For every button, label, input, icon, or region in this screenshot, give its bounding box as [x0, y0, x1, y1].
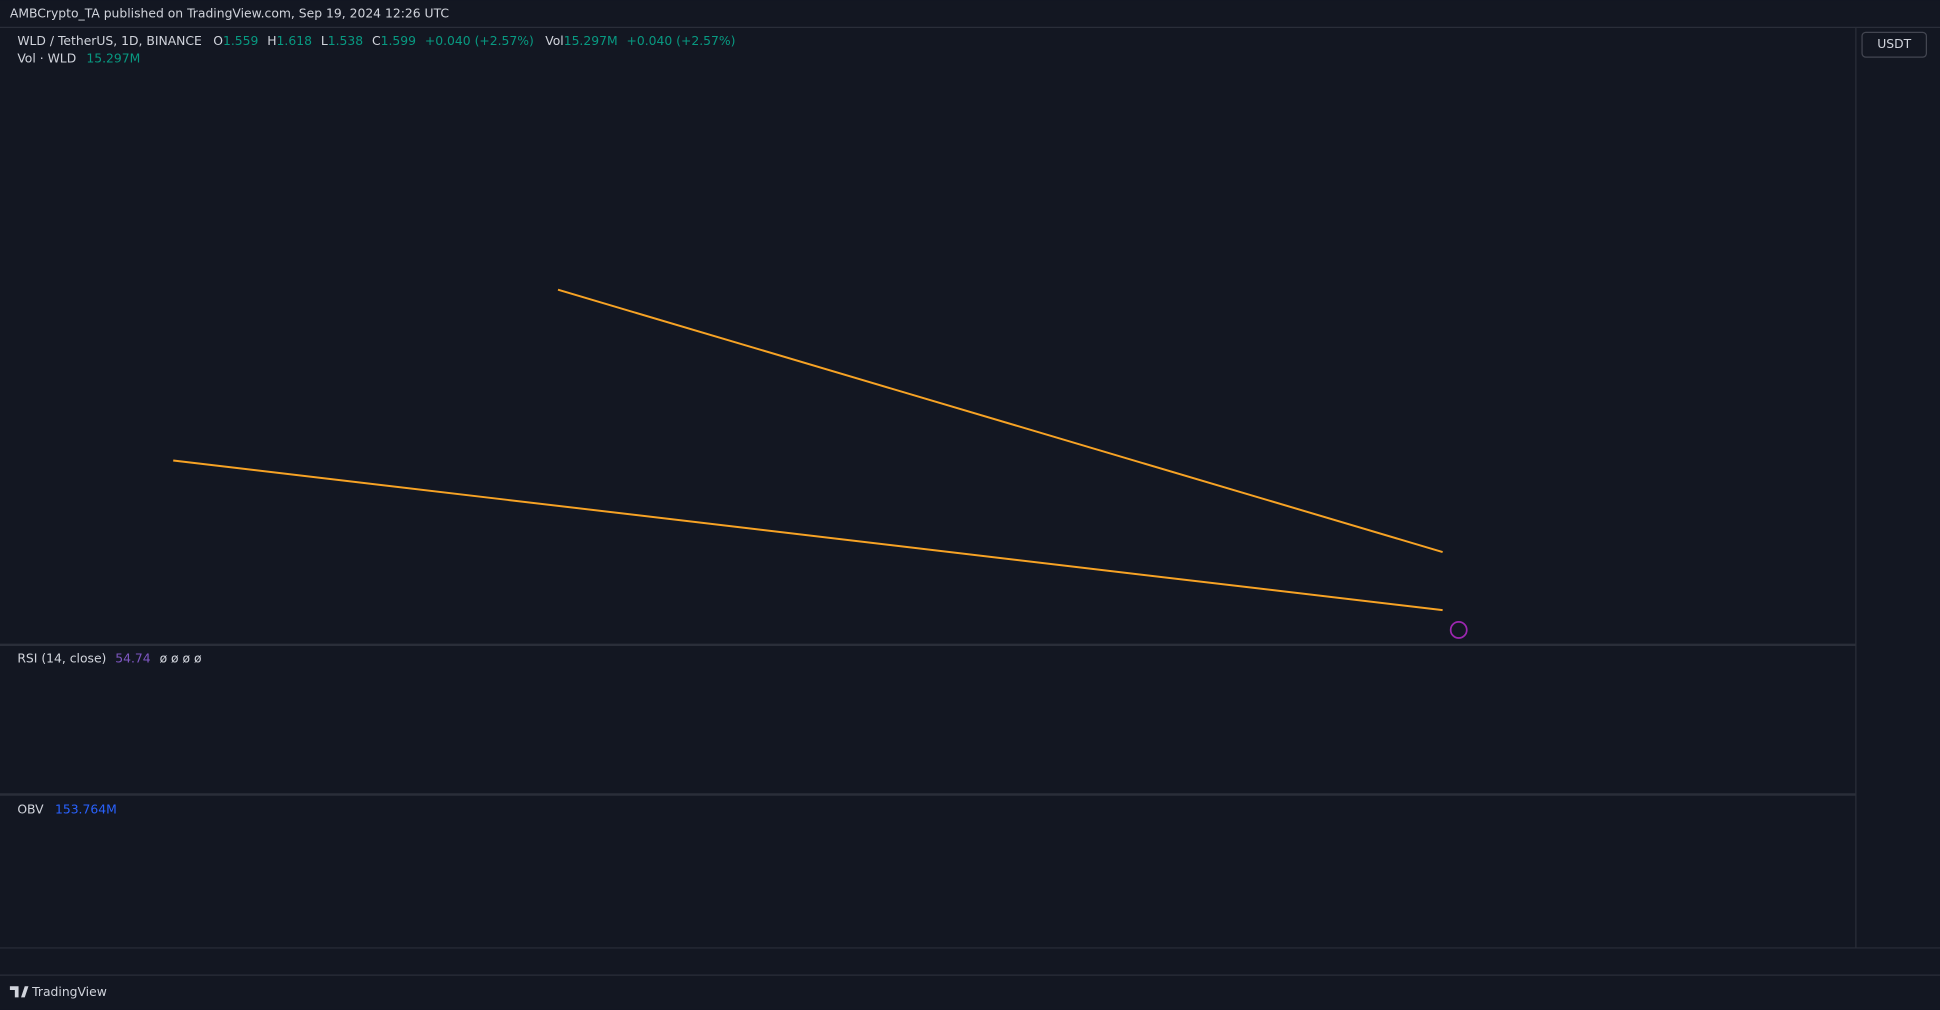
lower-trendline: [173, 459, 1443, 612]
brand[interactable]: TradingView: [31, 985, 107, 999]
rsi-title: RSI (14, close): [17, 651, 106, 665]
change: +0.040 (+2.57%): [425, 34, 534, 48]
o-value: 1.559: [223, 34, 258, 48]
rsi-last: 54.74: [115, 651, 151, 665]
legend: WLD / TetherUS, 1D, BINANCE O1.559 H1.61…: [17, 34, 735, 48]
rsi-placeholders: ø ø ø ø: [160, 651, 202, 665]
vol-title: Vol · WLD: [17, 51, 76, 65]
vol-last: 15.297M: [86, 51, 140, 65]
c-value: 1.599: [381, 34, 416, 48]
vol-change: +0.040 (+2.57%): [627, 34, 736, 48]
obv-title: OBV: [17, 802, 44, 816]
rsi-legend: RSI (14, close) 54.74 ø ø ø ø: [17, 651, 202, 665]
h-value: 1.618: [277, 34, 313, 48]
volume-legend: Vol · WLD 15.297M: [17, 51, 140, 65]
symbol: WLD / TetherUS, 1D, BINANCE: [17, 34, 202, 48]
o-label: O: [213, 34, 223, 48]
currency-box[interactable]: [1861, 31, 1928, 58]
c-label: C: [372, 34, 381, 48]
obv-legend: OBV 153.764M: [17, 802, 116, 816]
upper-trendline: [557, 288, 1443, 553]
vol-label: Vol: [545, 34, 564, 48]
l-label: L: [321, 34, 328, 48]
h-label: H: [267, 34, 276, 48]
obv-last: 153.764M: [55, 802, 117, 816]
publisher: AMBCrypto_TA published on TradingView.co…: [10, 6, 449, 20]
alert-icon[interactable]: [1449, 621, 1468, 639]
logo-icon[interactable]: [9, 986, 29, 998]
logo[interactable]: TradingView: [9, 985, 107, 999]
currency[interactable]: USDT: [1877, 37, 1911, 51]
vol-value: 15.297M: [564, 34, 618, 48]
l-value: 1.538: [328, 34, 364, 48]
